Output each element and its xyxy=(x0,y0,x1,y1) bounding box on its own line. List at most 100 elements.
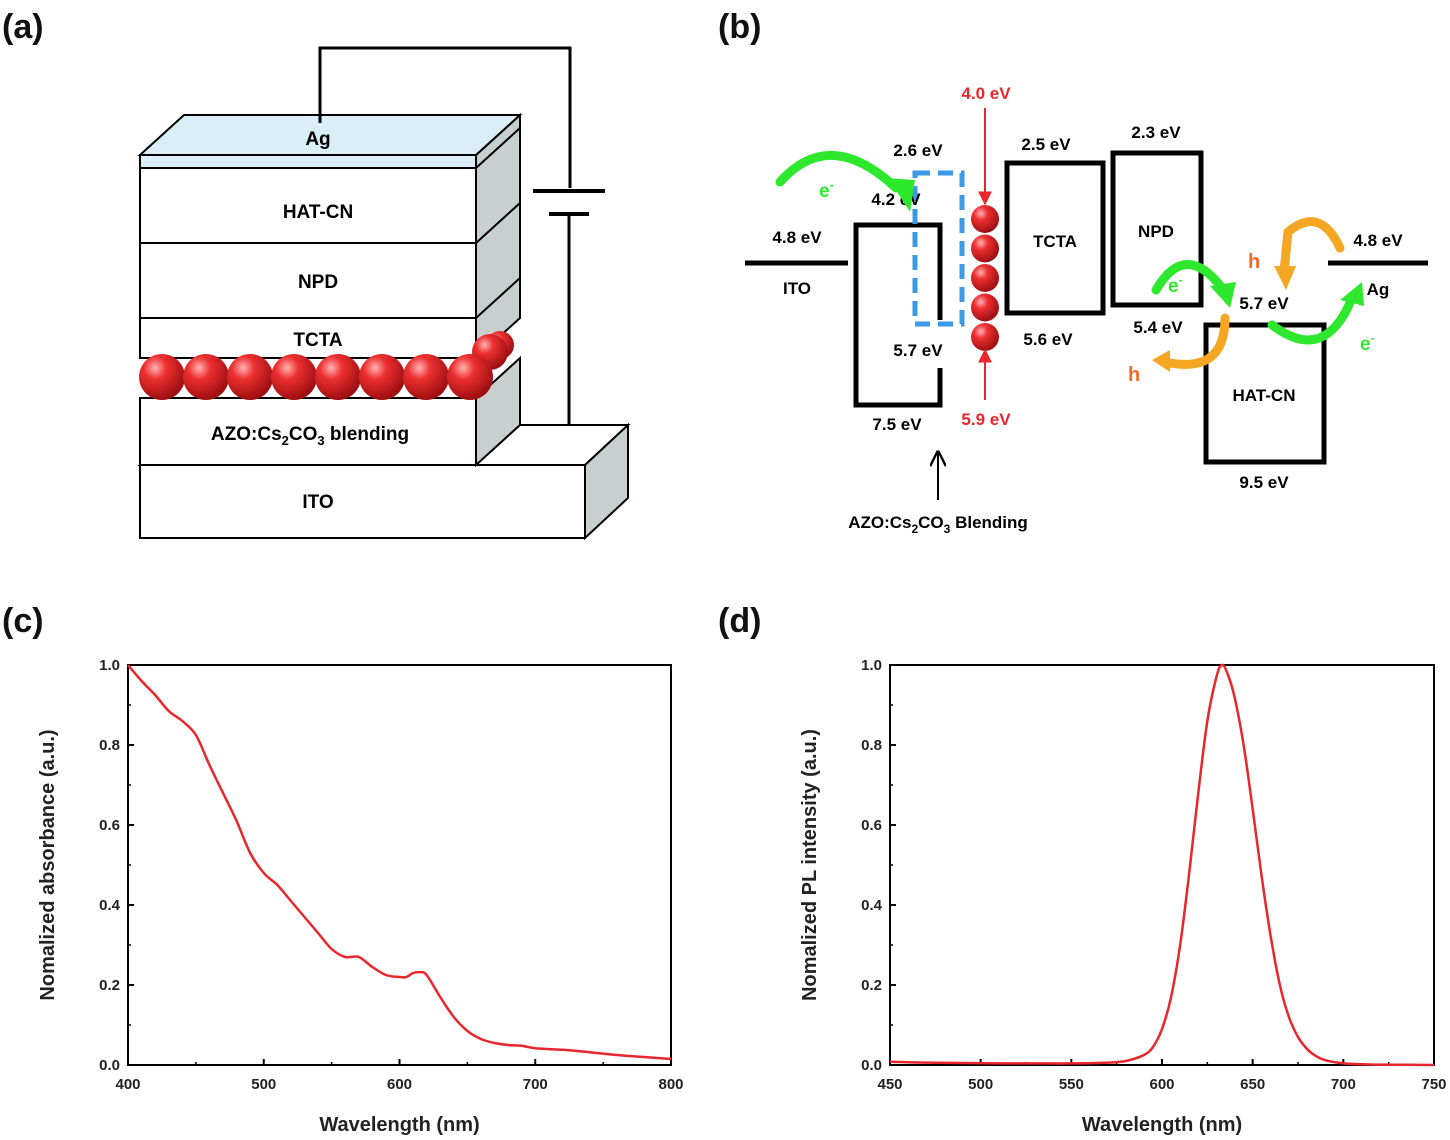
hatcn-homo: 9.5 eV xyxy=(1239,473,1289,492)
quantum-dot-column xyxy=(971,205,999,351)
ag-name: Ag xyxy=(1367,280,1390,299)
blending-label: AZO:Cs2CO3 Blending xyxy=(848,513,1028,536)
npd-lumo: 2.3 eV xyxy=(1131,123,1181,142)
x-tick-label: 700 xyxy=(1331,1076,1356,1093)
y-tick-label: 0.4 xyxy=(861,897,883,914)
npd-homo: 5.4 eV xyxy=(1133,318,1183,337)
quantum-dot xyxy=(183,354,229,400)
device-structure-diagram: Ag HAT-CN NPD TCTA AZO:Cs2CO3 blending I… xyxy=(137,46,631,541)
npd-layer xyxy=(139,242,477,319)
electron-label: e- xyxy=(819,178,834,202)
y-tick-label: 1.0 xyxy=(99,657,120,674)
quantum-dot xyxy=(971,205,999,233)
plot-frame xyxy=(127,664,672,1066)
hatcn-layer xyxy=(139,167,477,244)
pl-chart: 450 500 550 600 650 700 750 0.0 0.2 0.4 0.6 0.8 1.0 W… xyxy=(799,657,1447,1136)
x-tick-label: 400 xyxy=(115,1076,140,1093)
tcta-label: TCTA xyxy=(293,330,343,351)
electron-label: e- xyxy=(1360,331,1375,355)
x-tick-label: 450 xyxy=(877,1076,902,1093)
quantum-dot xyxy=(139,354,185,400)
ag-layer xyxy=(139,154,477,169)
npd-label: NPD xyxy=(298,272,338,293)
ag-label: Ag xyxy=(305,129,330,150)
tcta-name: TCTA xyxy=(1033,232,1077,251)
npd-energy-box xyxy=(1110,150,1204,308)
ito-label: ITO xyxy=(302,492,333,513)
quantum-dot xyxy=(403,354,449,400)
electron-arrow-right-head xyxy=(1340,282,1364,306)
azo-layer xyxy=(139,397,477,466)
quantum-dot xyxy=(971,293,999,322)
quantum-dot xyxy=(271,354,317,400)
x-tick-label: 500 xyxy=(251,1076,276,1093)
x-tick-label: 600 xyxy=(387,1076,412,1093)
x-axis-label: Wavelength (nm) xyxy=(1082,1114,1242,1136)
azo-lumo: 4.2 eV xyxy=(871,190,921,209)
npd-name: NPD xyxy=(1138,222,1174,241)
x-tick-label: 500 xyxy=(968,1076,993,1093)
quantum-dot xyxy=(971,234,999,263)
tcta-energy-box xyxy=(1004,160,1106,316)
hole-arrow-right xyxy=(1279,217,1345,277)
hatcn-lumo: 5.7 eV xyxy=(1239,294,1289,313)
side-line xyxy=(475,202,521,244)
energy-level-diagram: 4.8 eV ITO 2.6 eV 4.2 eV 5.7 eV 7.5 eV 4… xyxy=(745,84,1428,536)
electron-label: e- xyxy=(1168,273,1183,297)
ito-level-value: 4.8 eV xyxy=(772,228,822,247)
plot-frame xyxy=(889,664,1435,1066)
quantum-dot xyxy=(971,323,999,351)
y-axis-label: Nomalized absorbance (a.u.) xyxy=(37,729,59,1000)
y-tick-label: 0.0 xyxy=(99,1057,120,1074)
y-tick-label: 1.0 xyxy=(861,657,882,674)
side-line xyxy=(475,277,521,319)
electron-arrow-middle-head xyxy=(1210,282,1236,308)
y-tick-label: 0.8 xyxy=(861,737,882,754)
azo-label: AZO:Cs2CO3 blending xyxy=(211,424,409,448)
azo-dashed-band xyxy=(912,170,965,327)
y-tick-label: 0.4 xyxy=(99,897,121,914)
x-tick-label: 550 xyxy=(1059,1076,1084,1093)
electron-arrow-middle xyxy=(1151,260,1227,295)
panel-label-c: (c) xyxy=(2,602,44,640)
y-tick-label: 0.6 xyxy=(99,817,120,834)
y-tick-label: 0.6 xyxy=(861,817,882,834)
azo-homo-top: 5.7 eV xyxy=(893,341,943,360)
hole-label: h xyxy=(1248,251,1260,273)
y-tick-label: 0.2 xyxy=(861,977,882,994)
azo-energy-box xyxy=(853,222,943,408)
tcta-lumo: 2.5 eV xyxy=(1021,135,1071,154)
y-tick-label: 0.0 xyxy=(861,1057,882,1074)
hatcn-label: HAT-CN xyxy=(283,202,353,223)
x-tick-label: 600 xyxy=(1149,1076,1174,1093)
azo-lumo-top: 2.6 eV xyxy=(893,141,943,160)
electron-arrow-left xyxy=(775,150,901,193)
hole-arrow-left xyxy=(1160,313,1230,369)
hatcn-energy-box xyxy=(1203,322,1327,465)
panel-label-a: (a) xyxy=(2,8,44,46)
electron-arrow-right xyxy=(1267,293,1357,345)
y-tick-label: 0.8 xyxy=(99,737,120,754)
x-tick-label: 750 xyxy=(1421,1076,1446,1093)
quantum-dot-layer xyxy=(139,331,514,400)
ito-layer xyxy=(139,464,586,539)
qd-homo: 5.9 eV xyxy=(961,410,1011,429)
qd-lumo: 4.0 eV xyxy=(961,84,1011,103)
quantum-dot xyxy=(359,354,405,400)
x-axis-label: Wavelength (nm) xyxy=(319,1114,479,1136)
x-tick-label: 650 xyxy=(1240,1076,1265,1093)
x-tick-label: 800 xyxy=(658,1076,683,1093)
azo-homo: 7.5 eV xyxy=(872,415,922,434)
hatcn-name: HAT-CN xyxy=(1233,386,1296,405)
series-line xyxy=(127,664,672,1061)
side-line xyxy=(475,127,521,169)
series-line xyxy=(889,663,1435,1067)
ito-name: ITO xyxy=(783,279,811,298)
electron-arrow-left-head xyxy=(888,178,915,212)
panel-label-d: (d) xyxy=(718,602,761,640)
y-tick-label: 0.2 xyxy=(99,977,120,994)
x-tick-label: 700 xyxy=(523,1076,548,1093)
hole-arrow-left-head xyxy=(1152,350,1170,372)
tcta-homo: 5.6 eV xyxy=(1023,330,1073,349)
